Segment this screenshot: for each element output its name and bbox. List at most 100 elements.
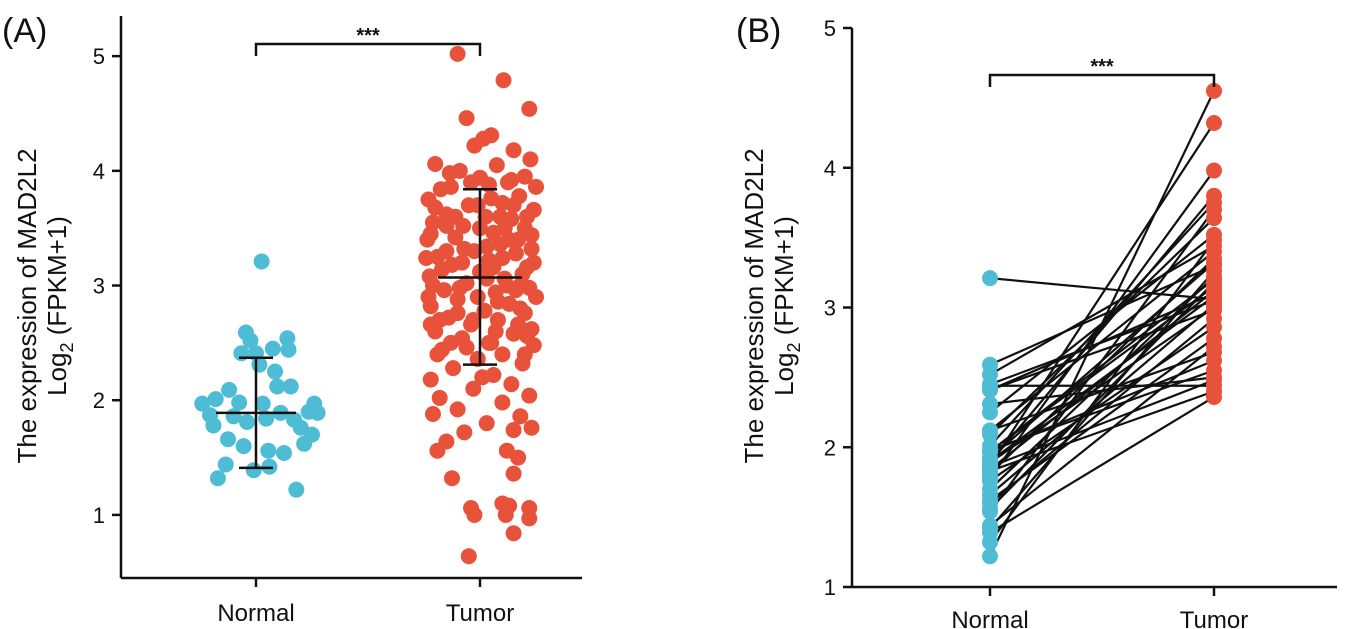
panel-a-point-tumor bbox=[429, 442, 446, 459]
panel-b-x-tick-label: Normal bbox=[951, 607, 1028, 629]
panel-a-point-tumor bbox=[525, 254, 542, 271]
panel-a-point-tumor bbox=[505, 422, 522, 439]
panel-a-point-tumor bbox=[422, 225, 439, 242]
panel-a-point-tumor bbox=[429, 346, 446, 363]
panel-a-point-tumor bbox=[497, 506, 514, 523]
panel-b-point-tumor bbox=[1206, 352, 1222, 369]
panel-a-point-tumor bbox=[478, 415, 495, 432]
panel-a-point-tumor bbox=[523, 240, 540, 257]
panel-a-point-normal bbox=[217, 456, 234, 473]
panel-a-significance-label: *** bbox=[356, 25, 380, 47]
panel-a-point-tumor bbox=[505, 465, 522, 482]
panel-a-y-tick-label: 1 bbox=[93, 503, 105, 528]
panel-a-point-tumor bbox=[503, 376, 520, 393]
panel-a-point-normal bbox=[251, 356, 268, 373]
panel-b-point-normal bbox=[982, 534, 998, 551]
panel-a-point-normal bbox=[221, 381, 238, 398]
panel-b-label: (B) bbox=[736, 12, 781, 50]
panel-a-x-tick-label: Tumor bbox=[446, 600, 514, 627]
panel-b-point-tumor bbox=[1206, 377, 1222, 394]
panel-b-pair-line bbox=[989, 217, 1215, 436]
panel-a-point-normal bbox=[253, 253, 270, 270]
panel-a-y-tick-label: 2 bbox=[93, 388, 105, 413]
panel-a-ylabel-log: Log bbox=[42, 353, 72, 396]
panel-a-point-tumor bbox=[521, 387, 538, 404]
panel-a-significance-bracket bbox=[254, 42, 482, 56]
panel-a-point-tumor bbox=[489, 293, 506, 310]
panel-a-point-normal bbox=[276, 444, 292, 461]
panel-a-point-normal bbox=[220, 431, 236, 448]
panel-b-pair-line bbox=[989, 122, 1215, 467]
panel-a-point-normal bbox=[245, 462, 262, 479]
panel-b-plot: 1 2 3 4 5 Normal Tumor *** bbox=[824, 16, 1337, 629]
panel-a-point-tumor bbox=[485, 259, 502, 276]
panel-a-point-tumor bbox=[519, 208, 536, 225]
panel-b-y-tick-label: 3 bbox=[824, 296, 836, 321]
panel-a-point-normal bbox=[209, 470, 226, 487]
panel-a-point-tumor bbox=[422, 371, 439, 388]
panel-a-ylabel-unit: (FPKM+1) bbox=[42, 216, 72, 342]
panel-a-y-tick-label: 4 bbox=[93, 159, 105, 184]
panel-b-point-normal bbox=[982, 450, 998, 467]
panel-b-pair-line bbox=[989, 245, 1215, 376]
panel-a-point-normal bbox=[280, 341, 297, 358]
panel-a-y-tick-label: 5 bbox=[93, 44, 105, 69]
panel-a-point-tumor bbox=[451, 279, 468, 296]
panel-a-point-normal bbox=[239, 414, 256, 431]
panel-b-point-normal bbox=[982, 404, 998, 421]
panel-a-point-tumor bbox=[521, 510, 538, 527]
panel-b-point-tumor bbox=[1206, 162, 1222, 179]
panel-a-point-normal bbox=[258, 410, 275, 427]
panel-a-point-tumor bbox=[449, 305, 466, 322]
panel-a-point-normal bbox=[264, 340, 281, 357]
panel-a-point-normal bbox=[267, 363, 284, 380]
panel-b-point-tumor bbox=[1206, 388, 1222, 405]
panel-b-point-normal bbox=[982, 548, 998, 565]
panel-a-point-tumor bbox=[507, 282, 524, 299]
panel-a-point-tumor bbox=[469, 197, 486, 214]
panel-a-point-normal bbox=[288, 481, 305, 498]
panel-a-point-tumor bbox=[512, 300, 529, 317]
panel-a-ylabel-sub: 2 bbox=[57, 343, 77, 353]
panel-a-point-tumor bbox=[447, 208, 464, 225]
panel-a-point-tumor bbox=[458, 339, 475, 356]
panel-b-point-tumor bbox=[1206, 296, 1222, 313]
panel-a-point-tumor bbox=[418, 250, 435, 267]
panel-a-point-tumor bbox=[516, 168, 533, 185]
panel-a-point-tumor bbox=[456, 424, 473, 441]
panel-a-point-tumor bbox=[523, 419, 540, 436]
panel-a-ylabel-line1: The expression of MAD2L2 bbox=[12, 148, 42, 463]
panel-a-point-tumor bbox=[456, 240, 473, 257]
panel-a-point-tumor bbox=[528, 178, 544, 195]
panel-b-point-tumor bbox=[1206, 201, 1222, 218]
panel-a-point-tumor bbox=[422, 316, 439, 333]
panel-b-pair-line bbox=[989, 270, 1215, 530]
panel-a-point-tumor bbox=[503, 172, 520, 189]
panel-a-point-tumor bbox=[438, 243, 455, 260]
panel-a-point-tumor bbox=[507, 245, 524, 262]
panel-a-point-tumor bbox=[514, 266, 531, 283]
panel-a-point-normal bbox=[260, 442, 277, 459]
panel-a-point-tumor bbox=[433, 261, 450, 278]
panel-b-pair-line bbox=[989, 194, 1215, 464]
panel-a-point-tumor bbox=[522, 151, 539, 168]
panel-b-point-normal bbox=[982, 377, 998, 394]
panel-a-point-tumor bbox=[469, 289, 486, 305]
panel-b-point-tumor bbox=[1206, 254, 1222, 271]
panel-b-point-tumor bbox=[1206, 338, 1222, 355]
panel-a-point-tumor bbox=[465, 311, 482, 328]
panel-a-point-normal bbox=[304, 426, 320, 443]
panel-a-point-normal bbox=[282, 378, 299, 395]
panel-b-pair-line bbox=[989, 345, 1215, 527]
panel-a-point-tumor bbox=[444, 470, 460, 487]
panel-a-point-tumor bbox=[427, 155, 444, 172]
panel-a-point-tumor bbox=[494, 346, 511, 363]
panel-a-point-tumor bbox=[454, 254, 471, 271]
panel-a-point-tumor bbox=[451, 162, 468, 179]
panel-a-point-tumor bbox=[488, 157, 505, 174]
panel-a-point-tumor bbox=[474, 369, 491, 386]
panel-a-point-tumor bbox=[469, 350, 486, 367]
panel-a-ylabel-line2: Log2 (FPKM+1) bbox=[42, 216, 77, 396]
panel-a-point-tumor bbox=[521, 100, 538, 117]
panel-b-pair-line bbox=[989, 275, 1215, 490]
